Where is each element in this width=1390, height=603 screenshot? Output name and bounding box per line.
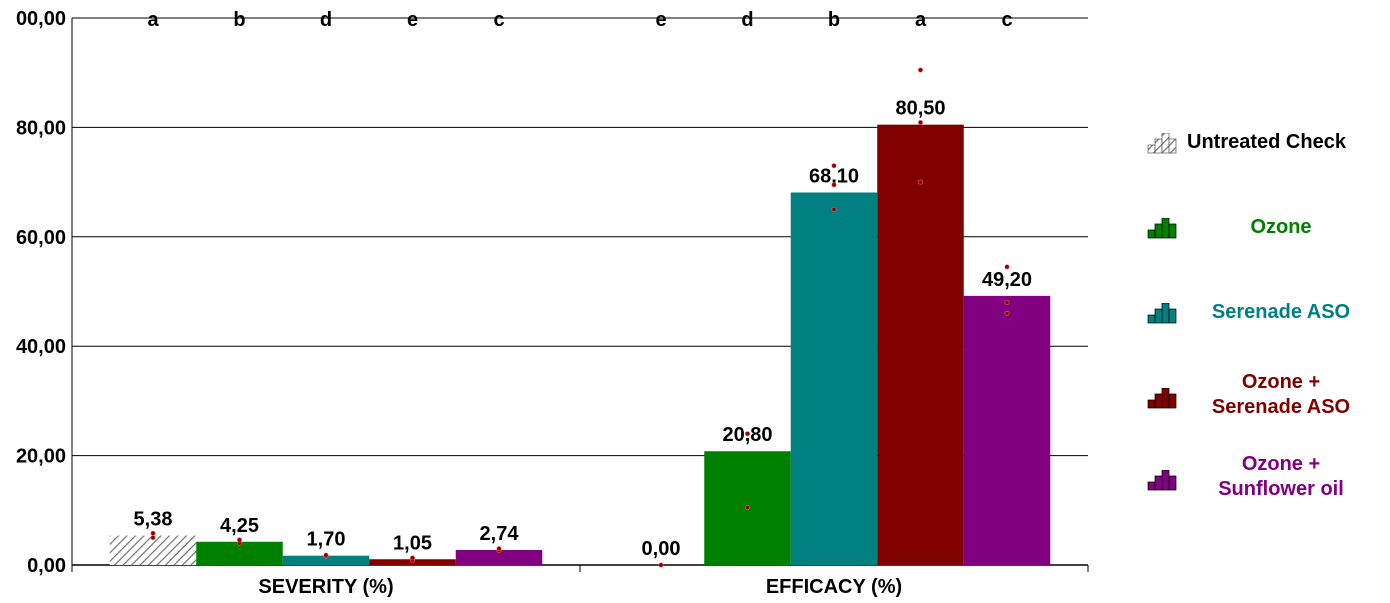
data-label: 2,74 xyxy=(480,523,520,545)
y-tick-label: 40,00 xyxy=(16,336,66,358)
legend-label: Ozone xyxy=(1250,216,1312,238)
data-label: 1,05 xyxy=(393,532,432,554)
legend-label: Ozone + Serenade ASO xyxy=(1211,371,1351,418)
replicate-point xyxy=(917,179,923,185)
replicate-point xyxy=(744,431,750,437)
significance-letter: b xyxy=(828,9,840,31)
replicate-point xyxy=(917,119,923,125)
y-tick-label: 20,00 xyxy=(16,446,66,468)
legend-swatch-icon xyxy=(1147,470,1177,491)
legend-item: Untreated Check xyxy=(1145,125,1385,185)
data-label: 1,70 xyxy=(307,529,346,551)
replicate-point xyxy=(496,546,502,552)
data-label: 4,25 xyxy=(220,515,259,537)
data-label: 49,20 xyxy=(982,269,1032,291)
replicate-point xyxy=(237,537,243,543)
significance-letter: c xyxy=(1001,9,1012,31)
significance-letter: a xyxy=(147,9,159,31)
replicate-point xyxy=(831,182,837,188)
bar xyxy=(109,535,197,565)
legend-swatch-icon xyxy=(1147,303,1177,324)
legend-swatch-icon xyxy=(1147,133,1177,154)
replicate-point xyxy=(150,535,156,541)
bar xyxy=(282,555,370,565)
replicate-point xyxy=(831,206,837,212)
y-tick-label: 0,00 xyxy=(27,555,66,577)
y-tick-label: 00,00 xyxy=(16,8,66,30)
significance-letter: e xyxy=(655,9,666,31)
replicate-point xyxy=(831,163,837,169)
replicate-point xyxy=(323,552,329,558)
replicate-point xyxy=(658,562,664,568)
significance-letter: d xyxy=(741,9,753,31)
legend-item: Ozone xyxy=(1145,210,1385,270)
bar xyxy=(963,295,1051,565)
data-label: 5,38 xyxy=(134,509,173,531)
significance-letter: d xyxy=(320,9,332,31)
replicate-point xyxy=(150,530,156,536)
replicate-point xyxy=(1004,264,1010,270)
significance-letter: a xyxy=(915,9,927,31)
replicate-point xyxy=(409,555,415,561)
bar xyxy=(790,192,878,566)
replicate-point xyxy=(1004,299,1010,305)
legend-label: Ozone + Sunflower oil xyxy=(1218,453,1344,500)
bar xyxy=(877,124,964,565)
legend-item: Ozone + Sunflower oil xyxy=(1145,452,1385,512)
significance-letter: c xyxy=(493,9,504,31)
legend-swatch-icon xyxy=(1147,218,1177,239)
data-label: 80,50 xyxy=(895,98,945,120)
y-tick-label: 60,00 xyxy=(16,227,66,249)
legend-swatch-icon xyxy=(1147,388,1177,409)
bar xyxy=(196,541,283,565)
significance-letter: e xyxy=(407,9,418,31)
replicate-point xyxy=(744,505,750,511)
category-label: EFFICACY (%) xyxy=(766,576,902,598)
category-label: SEVERITY (%) xyxy=(258,576,393,598)
legend-item: Serenade ASO xyxy=(1145,295,1385,355)
replicate-point xyxy=(917,67,923,73)
legend-label: Untreated Check xyxy=(1187,131,1346,153)
data-label: 0,00 xyxy=(642,538,681,560)
legend-label: Serenade ASO xyxy=(1211,301,1351,323)
replicate-point xyxy=(1004,310,1010,316)
y-tick-label: 80,00 xyxy=(16,117,66,139)
data-label: 68,10 xyxy=(809,165,859,187)
bar xyxy=(455,550,543,565)
legend-item: Ozone + Serenade ASO xyxy=(1145,370,1385,430)
significance-letter: b xyxy=(233,9,245,31)
